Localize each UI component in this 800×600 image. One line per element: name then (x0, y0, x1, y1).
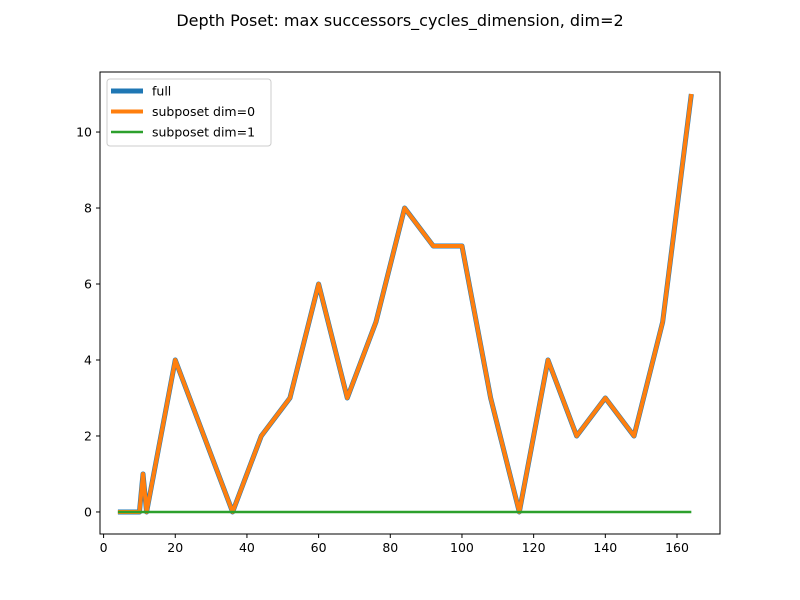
legend-label-2: subposet dim=1 (152, 125, 255, 140)
y-axis-ticks: 0 2 4 6 8 10 (76, 125, 100, 519)
x-tick-label: 100 (450, 540, 474, 555)
x-tick-label: 80 (382, 540, 398, 555)
axes-frame (99, 71, 721, 535)
y-tick-label: 0 (84, 504, 92, 519)
x-tick-label: 60 (311, 540, 327, 555)
plot-area: 0 20 40 60 80 100 120 140 160 0 2 4 6 8 10 (76, 71, 721, 555)
legend-box (106, 78, 272, 147)
series-line-1 (117, 93, 694, 514)
x-tick-label: 40 (239, 540, 255, 555)
series-layer (117, 93, 694, 515)
y-tick-label: 2 (84, 428, 92, 443)
x-tick-label: 120 (522, 540, 546, 555)
x-axis-ticks: 0 20 40 60 80 100 120 140 160 (100, 534, 689, 555)
legend-label-1: subposet dim=0 (152, 104, 255, 119)
y-tick-label: 6 (84, 277, 92, 292)
chart-title: Depth Poset: max successors_cycles_dimen… (176, 11, 623, 31)
x-tick-label: 20 (167, 540, 183, 555)
y-tick-label: 8 (84, 201, 92, 216)
y-tick-label: 10 (76, 125, 92, 140)
legend: full subposet dim=0 subposet dim=1 (106, 78, 272, 147)
legend-entries: full subposet dim=0 subposet dim=1 (111, 84, 255, 140)
y-tick-label: 4 (84, 352, 92, 367)
x-tick-label: 0 (100, 540, 108, 555)
legend-label-0: full (152, 84, 171, 99)
x-tick-label: 140 (593, 540, 617, 555)
x-tick-label: 160 (665, 540, 689, 555)
